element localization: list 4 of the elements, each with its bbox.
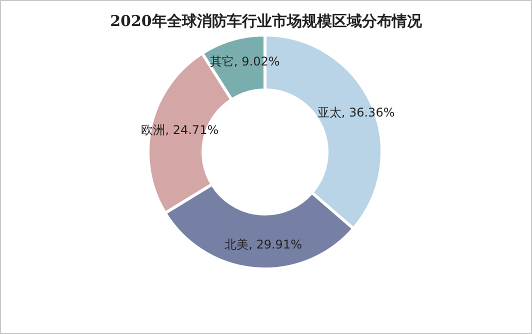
slice-label: 亚太, 36.36% bbox=[317, 105, 395, 120]
slice-label: 欧洲, 24.71% bbox=[141, 123, 219, 138]
slice-label: 北美, 29.91% bbox=[224, 237, 302, 252]
chart-title: 2020年全球消防车行业市场规模区域分布情况 bbox=[110, 12, 423, 30]
